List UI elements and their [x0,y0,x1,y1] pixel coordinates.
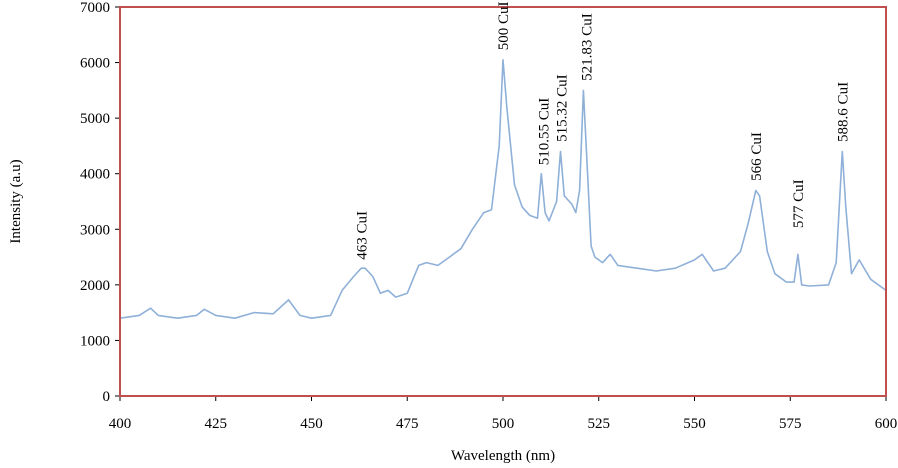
x-tick-label: 575 [779,416,802,432]
peak-label: 566 CuI [749,132,765,181]
peak-label: 588.6 CuI [835,82,851,142]
peak-label: 463 CuI [354,211,370,260]
y-axis-ticks: 0 1000 2000 3000 4000 5000 6000 7000 [80,0,120,405]
peak-label: 521.83 CuI [580,13,596,81]
y-tick-label: 1000 [80,333,110,349]
peak-label: 577 CuI [791,179,807,228]
y-tick-label: 5000 [80,111,110,127]
peak-label: 510.55 CuI [536,98,552,166]
x-tick-label: 600 [875,416,898,432]
peak-label: 500 CuI [496,1,512,50]
y-tick-label: 4000 [80,167,110,183]
y-tick-label: 2000 [80,278,110,294]
x-tick-label: 550 [683,416,706,432]
y-tick-label: 7000 [80,0,110,16]
x-tick-label: 400 [109,416,132,432]
y-axis-label: Intensity (a.u) [8,159,24,243]
x-tick-label: 525 [588,416,611,432]
x-axis-label: Wavelength (nm) [451,448,555,464]
x-tick-label: 500 [492,416,515,432]
peak-annotations: 463 CuI 500 CuI 510.55 CuI 515.32 CuI 521.83… [354,1,851,259]
x-axis-ticks: 400 425 450 475 500 525 550 575 600 [109,396,898,432]
y-tick-label: 3000 [80,222,110,238]
y-tick-label: 0 [103,389,111,405]
plot-frame [119,6,887,397]
series-line [119,59,887,319]
peak-label: 515.32 CuI [555,74,571,142]
y-tick-label: 6000 [80,56,110,72]
x-tick-label: 475 [396,416,419,432]
x-tick-label: 425 [205,416,228,432]
x-tick-label: 450 [300,416,323,432]
